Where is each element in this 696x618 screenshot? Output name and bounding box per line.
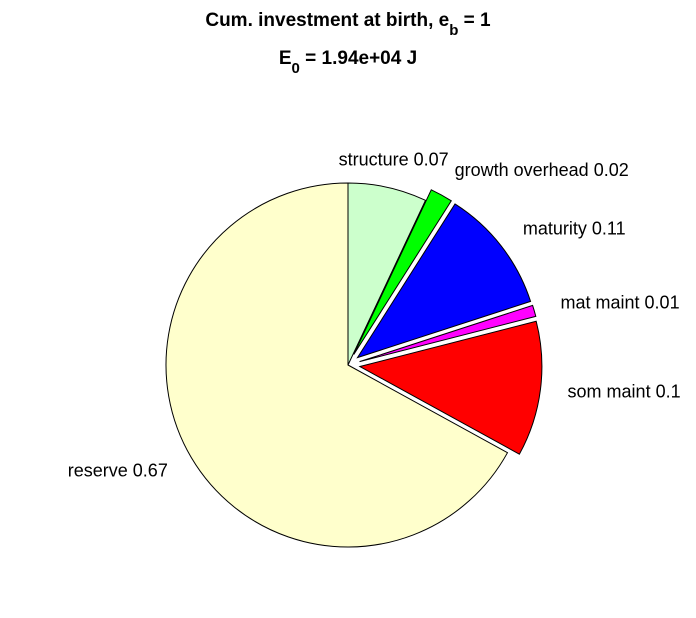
title-part: Cum. investment at birth, e: [205, 10, 449, 31]
chart-subtitle: E0 = 1.94e+04 J: [279, 48, 417, 77]
subscript: 0: [292, 60, 300, 77]
pie-slice: [165, 182, 509, 548]
value-label: 0.67: [133, 460, 168, 480]
value-label: 0.01: [645, 292, 680, 312]
pie-slice: [353, 189, 452, 355]
slice-label: reserve 0.67: [68, 460, 168, 480]
value-label: 0.02: [594, 160, 629, 180]
title-part: = 1: [458, 10, 491, 31]
category-name: maturity: [523, 218, 587, 238]
category-name: reserve: [68, 460, 128, 480]
category-name: som maint: [568, 381, 651, 401]
value-label: 0.07: [414, 149, 449, 169]
pie-slice: [359, 304, 537, 363]
category-name: mat maint: [561, 292, 640, 312]
value-label: 0.1: [656, 381, 681, 401]
category-name: growth overhead: [455, 160, 589, 180]
subscript: b: [449, 22, 458, 39]
chart-title: Cum. investment at birth, eb = 1: [205, 10, 491, 39]
value-label: 0.11: [592, 218, 626, 238]
title-part: E: [279, 48, 292, 69]
slice-label: mat maint 0.01: [561, 292, 680, 312]
slice-label: structure 0.07: [339, 149, 449, 169]
title-part: = 1.94e+04 J: [300, 48, 417, 69]
slice-label: growth overhead 0.02: [455, 160, 629, 180]
slice-label: maturity 0.11: [523, 218, 626, 238]
pie-slice: [358, 320, 543, 455]
pie-slice: [356, 203, 532, 359]
category-name: structure: [339, 149, 409, 169]
slice-label: som maint 0.1: [568, 381, 681, 401]
